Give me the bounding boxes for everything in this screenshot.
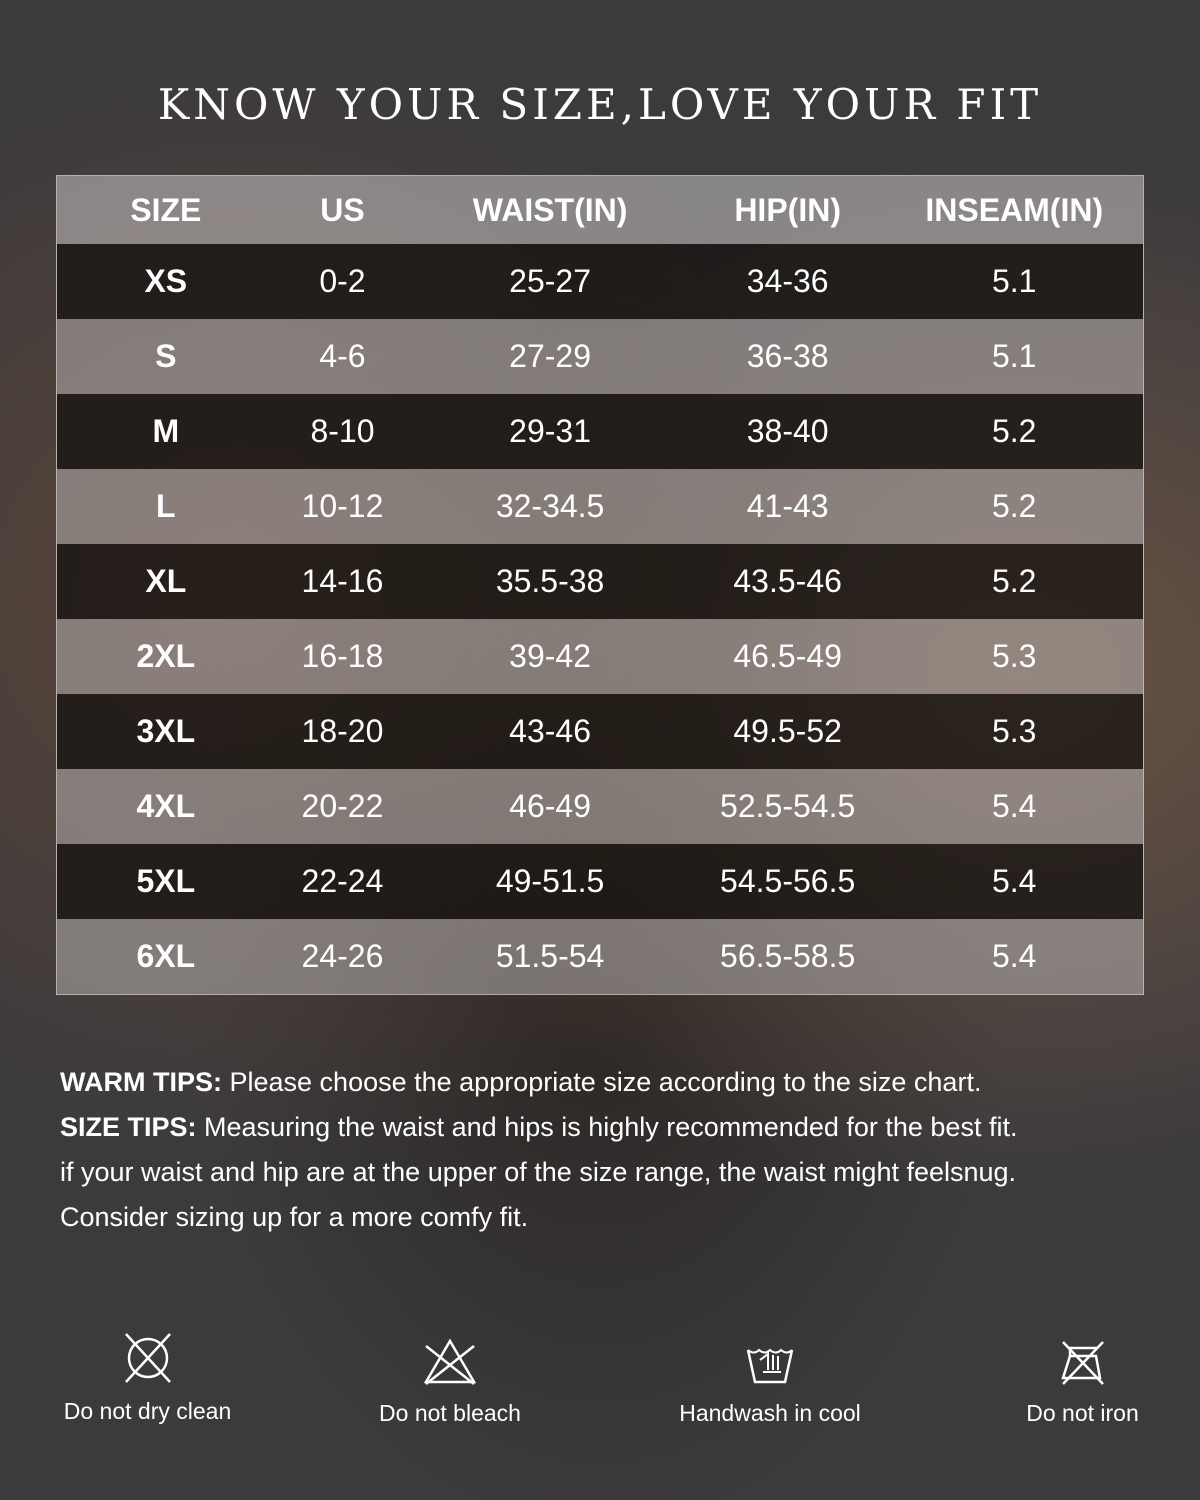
table-cell: 25-27 <box>509 263 591 299</box>
table-cell: 5.4 <box>991 788 1037 824</box>
size-tips-label: SIZE TIPS: <box>60 1112 197 1142</box>
table-cell: 18-20 <box>301 713 384 749</box>
table-cell: 46-49 <box>509 788 591 824</box>
table-cell: 41-43 <box>746 488 829 524</box>
table-row: 3XL 18-20 43-46 49.5-52 5.3 <box>57 694 1143 769</box>
no-dry-clean-icon <box>124 1333 171 1383</box>
table-row: 5XL 22-24 49-51.5 54.5-56.5 5.4 <box>57 844 1143 919</box>
table-cell: 46.5-49 <box>733 638 842 674</box>
table-cell: L <box>156 488 176 524</box>
care-no-bleach: Do not bleach <box>350 1338 550 1427</box>
warm-tips-text: Please choose the appropriate size accor… <box>222 1067 982 1097</box>
table-cell: 5.4 <box>991 863 1037 899</box>
table-cell: S <box>155 338 177 374</box>
table-cell: 29-31 <box>509 413 591 449</box>
warm-tips-label: WARM TIPS: <box>60 1067 222 1097</box>
table-cell: 38-40 <box>746 413 829 449</box>
table-row: 4XL 20-22 46-49 52.5-54.5 5.4 <box>57 769 1143 844</box>
table-cell: 4-6 <box>319 338 366 374</box>
table-row: XS 0-2 25-27 34-36 5.1 <box>57 244 1143 319</box>
table-cell: 5.2 <box>991 413 1037 449</box>
table-cell: 43.5-46 <box>733 563 842 599</box>
table-cell: 49.5-52 <box>733 713 842 749</box>
table-cell: 39-42 <box>509 638 591 674</box>
table-cell: 34-36 <box>746 263 829 299</box>
care-label: Handwash in cool <box>679 1400 861 1426</box>
table-header: SIZE US WAIST(IN) HIP(IN) INSEAM(IN) <box>57 176 1143 244</box>
care-label: Do not iron <box>1026 1400 1139 1426</box>
table-cell: 49-51.5 <box>495 863 605 899</box>
table-cell: 10-12 <box>301 488 384 524</box>
table-cell: 5.3 <box>991 638 1037 674</box>
table-cell: 6XL <box>136 938 196 974</box>
table-row: 6XL 24-26 51.5-54 56.5-58.5 5.4 <box>57 919 1143 994</box>
table-row: M 8-10 29-31 38-40 5.2 <box>57 394 1143 469</box>
size-table: SIZE US WAIST(IN) HIP(IN) INSEAM(IN) XS 0… <box>56 175 1144 995</box>
care-no-iron: Do not iron <box>1005 1338 1160 1427</box>
table-cell: XS <box>144 263 188 299</box>
table-cell: 5.3 <box>991 713 1037 749</box>
header-cell: SIZE <box>130 191 202 228</box>
page-title: KNOW YOUR SIZE,LOVE YOUR FIT <box>157 80 1043 129</box>
table-cell: 43-46 <box>509 713 591 749</box>
table-row: S 4-6 27-29 36-38 5.1 <box>57 319 1143 394</box>
tips: WARM TIPS: Please choose the appropriate… <box>60 1060 1160 1240</box>
table-cell: 52.5-54.5 <box>720 788 856 824</box>
table-cell: 36-38 <box>746 338 829 374</box>
table-cell: 32-34.5 <box>495 488 605 524</box>
table-cell: 5.2 <box>991 563 1037 599</box>
table-cell: 8-10 <box>310 413 375 449</box>
care-label: Do not bleach <box>379 1400 521 1426</box>
table-cell: 51.5-54 <box>495 938 605 974</box>
table-cell: 27-29 <box>509 338 591 374</box>
care-no-dry-clean: Do not dry clean <box>40 1330 255 1425</box>
header-cell: US <box>320 191 365 228</box>
table-cell: XL <box>145 563 187 599</box>
table-cell: 14-16 <box>301 563 384 599</box>
table-cell: 16-18 <box>301 638 384 674</box>
no-bleach-icon <box>423 1338 477 1385</box>
tips-line: Consider sizing up for a more comfy fit. <box>60 1202 529 1232</box>
table-row: 2XL 16-18 39-42 46.5-49 5.3 <box>57 619 1143 694</box>
header-cell: HIP(IN) <box>734 191 841 228</box>
care-handwash: Handwash in cool <box>665 1338 875 1427</box>
table-cell: 35.5-38 <box>495 563 605 599</box>
table-row: XL 14-16 35.5-38 43.5-46 5.2 <box>57 544 1143 619</box>
table-cell: 5XL <box>136 863 196 899</box>
table-cell: 5.2 <box>991 488 1037 524</box>
care-label: Do not dry clean <box>63 1398 232 1424</box>
table-cell: 5.4 <box>991 938 1037 974</box>
size-tips-text: Measuring the waist and hips is highly r… <box>196 1112 1018 1142</box>
header-cell: INSEAM(IN) <box>925 191 1104 228</box>
tips-line: if your waist and hip are at the upper o… <box>60 1157 1017 1187</box>
table-cell: M <box>152 413 180 449</box>
table-row: L 10-12 32-34.5 41-43 5.2 <box>57 469 1143 544</box>
header-cell: WAIST(IN) <box>472 191 628 228</box>
no-iron-icon <box>1060 1341 1104 1385</box>
table-cell: 3XL <box>136 713 196 749</box>
handwash-icon <box>746 1348 794 1384</box>
table-cell: 24-26 <box>301 938 384 974</box>
table-cell: 0-2 <box>319 263 366 299</box>
table-cell: 4XL <box>136 788 196 824</box>
table-cell: 20-22 <box>301 788 384 824</box>
table-cell: 2XL <box>136 638 196 674</box>
table-cell: 5.1 <box>991 338 1037 374</box>
table-cell: 56.5-58.5 <box>720 938 856 974</box>
table-cell: 22-24 <box>301 863 384 899</box>
table-cell: 5.1 <box>991 263 1037 299</box>
table-cell: 54.5-56.5 <box>720 863 856 899</box>
